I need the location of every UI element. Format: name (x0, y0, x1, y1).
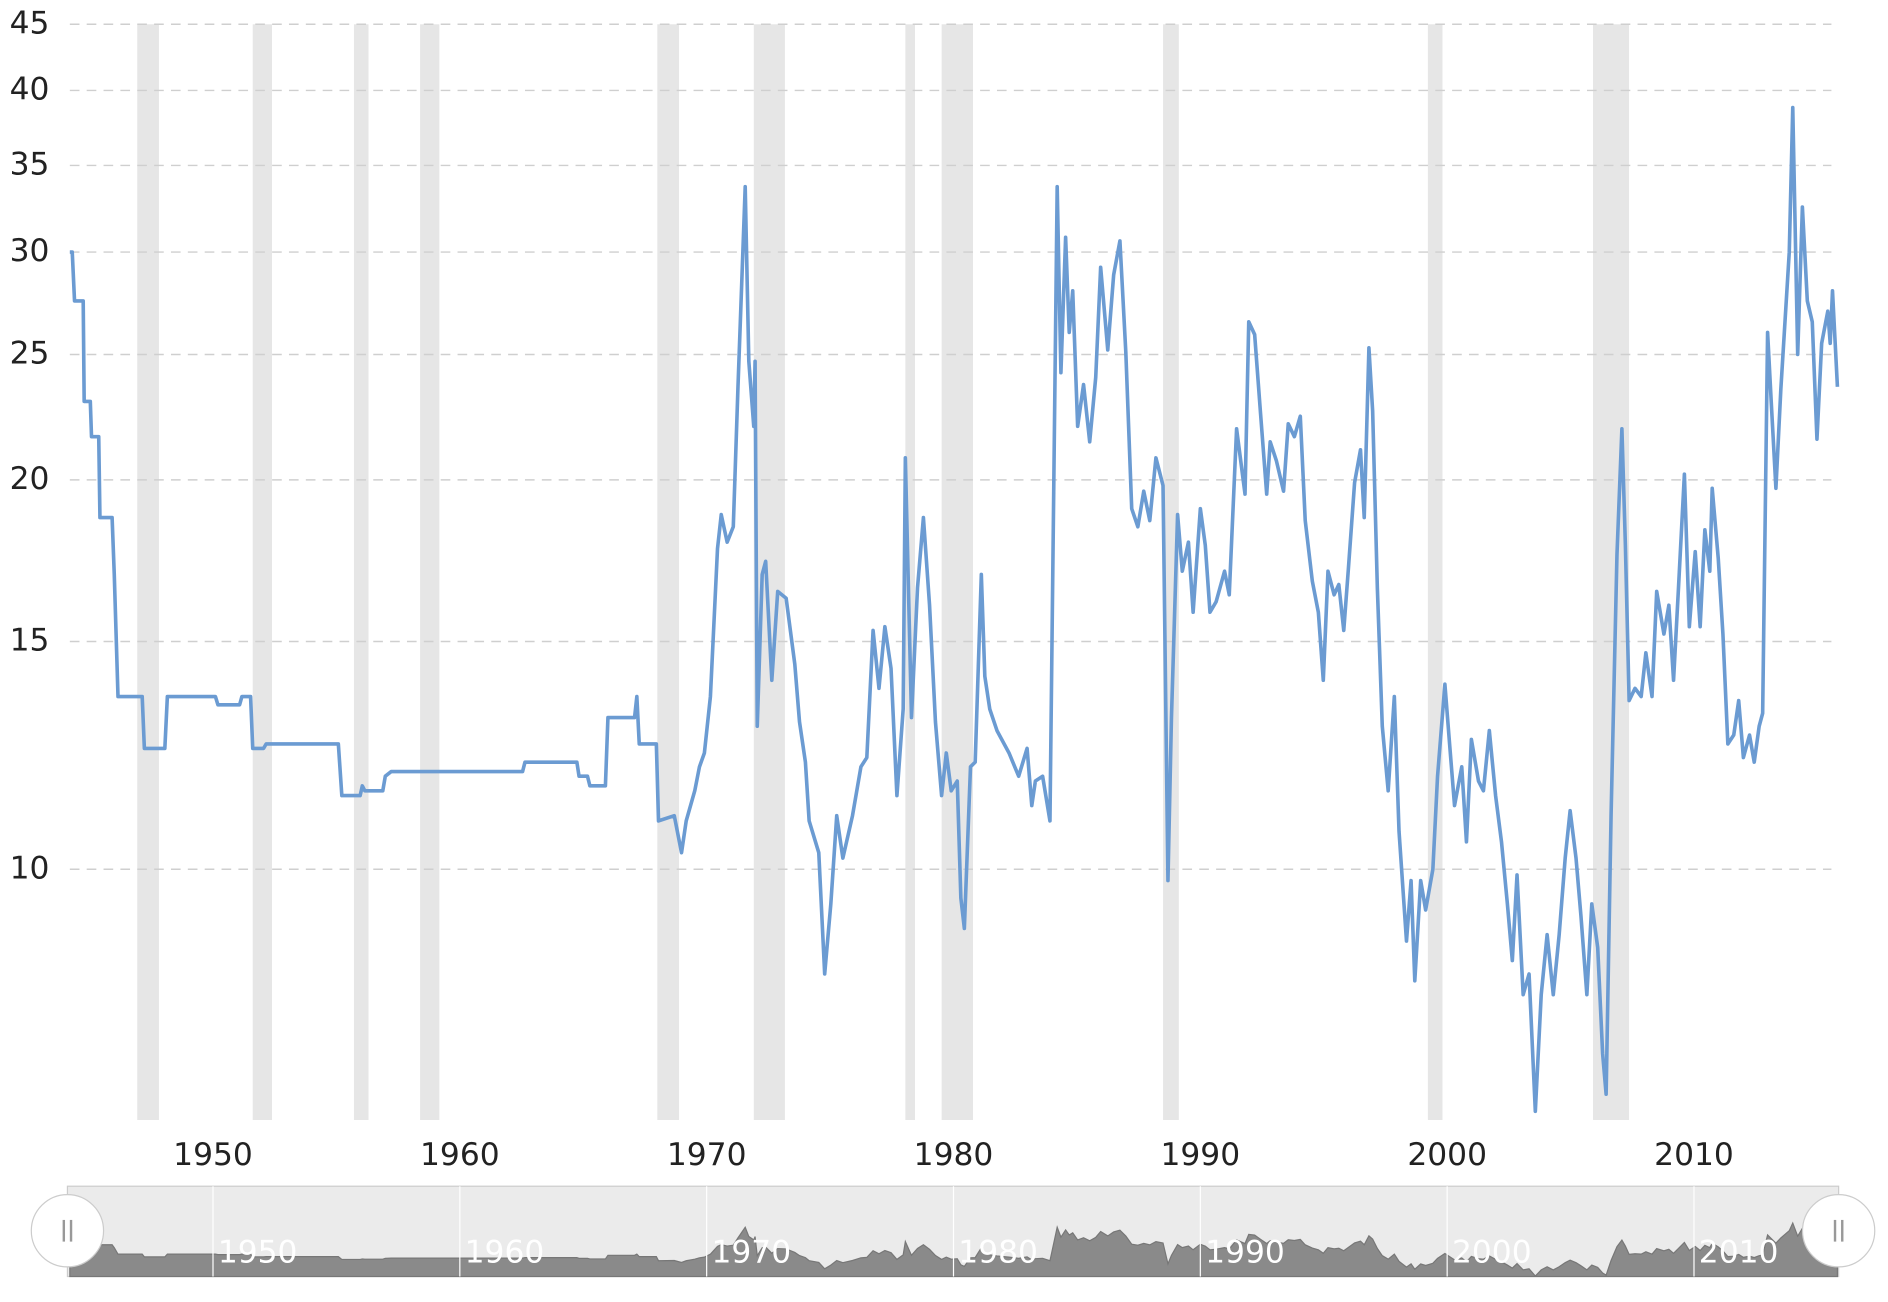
shaded-period (1593, 24, 1630, 1120)
shaded-period (905, 24, 915, 1120)
navigator-tick-label: 2010 (1699, 1235, 1779, 1271)
navigator-tick-label: 2000 (1452, 1235, 1532, 1271)
y-tick-label: 30 (10, 233, 50, 269)
y-tick-label: 15 (10, 622, 50, 658)
data-line (69, 105, 1840, 1114)
x-tick-label: 2000 (1407, 1137, 1487, 1173)
navigator: 1950 1960 1970 1980 1990 2000 2010 (69, 1186, 1839, 1278)
x-tick-label: 1990 (1160, 1137, 1240, 1173)
y-tick-label: 35 (10, 146, 50, 182)
navigator-tick-label: 1980 (958, 1235, 1038, 1271)
shaded-period (753, 24, 785, 1120)
shaded-period (1427, 24, 1443, 1120)
shaded-period (657, 24, 680, 1120)
shaded-period (941, 24, 973, 1120)
x-tick-label: 1970 (667, 1137, 747, 1173)
x-tick-label: 1960 (420, 1137, 500, 1173)
y-tick-label: 40 (10, 71, 50, 107)
shaded-period (420, 24, 440, 1120)
x-tick-label: 1980 (914, 1137, 994, 1173)
y-tick-label: 45 (10, 5, 50, 41)
x-tick-label: 2010 (1654, 1137, 1734, 1173)
navigator-tick-label: 1990 (1205, 1235, 1285, 1271)
y-tick-label: 10 (10, 850, 50, 886)
navigator-area (69, 1221, 1839, 1278)
navigator-tick-label: 1970 (711, 1235, 791, 1271)
shaded-period (252, 24, 272, 1120)
x-tick-label: 1950 (173, 1137, 253, 1173)
y-tick-label: 25 (10, 335, 50, 371)
y-tick-label: 20 (10, 461, 50, 497)
plot-area: 10 15 20 25 30 35 40 45 1950 1960 1970 1980 1990 2000… (10, 5, 1840, 1173)
shaded-period (353, 24, 369, 1120)
navigator-handle-right[interactable] (1801, 1194, 1876, 1268)
navigator-tick-label: 1950 (218, 1235, 298, 1271)
navigator-handle-left[interactable] (30, 1194, 105, 1268)
navigator-tick-label: 1960 (465, 1235, 545, 1271)
shaded-period (137, 24, 159, 1120)
